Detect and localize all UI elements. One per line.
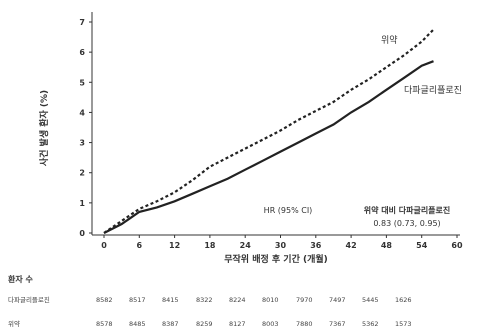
x-tick-label: 0 [101, 241, 107, 250]
risk-table-cell: 1626 [395, 296, 412, 304]
x-tick-label: 54 [416, 241, 428, 250]
series-line-placebo [103, 28, 435, 234]
risk-table-cell: 8127 [229, 320, 246, 328]
series-lines [103, 28, 435, 234]
x-axis-label: 무작위 배정 후 기간 (개월) [224, 253, 328, 265]
risk-table-cell: 8322 [196, 296, 213, 304]
x-tick-label: 12 [169, 241, 180, 250]
series-label-dapagliflozin: 다파글리플로진 [404, 85, 462, 96]
risk-table-cell: 7970 [296, 296, 313, 304]
x-tick-label: 60 [451, 241, 463, 250]
x-tick-label: 42 [346, 241, 357, 250]
risk-table-cell: 8415 [162, 296, 179, 304]
comparison-label: 위약 대비 다파글리플로진 [364, 205, 451, 215]
risk-table-cell: 8259 [196, 320, 213, 328]
series-line-dapagliflozin [103, 60, 434, 234]
y-tick-label: 6 [79, 48, 85, 57]
risk-row-name-placebo: 위약 [8, 319, 20, 328]
x-tick-label: 48 [381, 241, 393, 250]
risk-table-cell: 8010 [262, 296, 279, 304]
risk-table-cell: 8578 [96, 320, 113, 328]
risk-table-cell: 8517 [129, 296, 146, 304]
y-tick-label: 2 [79, 169, 85, 178]
x-tick-label: 30 [275, 241, 287, 250]
x-tick-label: 18 [204, 241, 216, 250]
risk-row-name-dapagliflozin: 다파글리플로진 [8, 295, 50, 304]
risk-table-cell: 8224 [229, 296, 246, 304]
x-tick-label: 36 [310, 241, 322, 250]
hr-label: HR (95% CI) [264, 206, 313, 215]
risk-table-cell: 5362 [362, 320, 379, 328]
y-axis-label: 사건 발생 환자 (%) [38, 90, 50, 166]
y-tick-label: 4 [79, 108, 85, 117]
y-tick-label: 1 [79, 199, 85, 208]
risk-table-cell: 7497 [329, 296, 346, 304]
y-tick-label: 3 [79, 139, 85, 148]
y-tick-label: 5 [79, 78, 85, 87]
risk-table-cell: 8003 [262, 320, 279, 328]
y-ticks: 0 1 2 3 4 5 6 7 [79, 18, 92, 238]
x-tick-label: 6 [137, 241, 143, 250]
risk-table-cell: 5445 [362, 296, 379, 304]
x-ticks: 0 6 12 18 24 30 36 42 48 54 60 [101, 235, 463, 250]
risk-table-cell: 8582 [96, 296, 113, 304]
y-tick-label: 0 [79, 229, 85, 238]
hr-value: 0.83 (0.73, 0.95) [373, 219, 440, 228]
risk-table-cell: 7880 [296, 320, 313, 328]
x-tick-label: 24 [240, 241, 252, 250]
risk-table-cell: 1573 [395, 320, 412, 328]
axes [91, 12, 460, 236]
y-tick-label: 7 [79, 18, 85, 27]
risk-table-cell: 8485 [129, 320, 146, 328]
series-label-placebo: 위약 [381, 34, 398, 46]
risk-table-cell: 7367 [329, 320, 346, 328]
risk-table-cell: 8387 [162, 320, 179, 328]
risk-table-cells: 8582 8517 8415 8322 8224 8010 7970 7497 5445 1626… [96, 296, 412, 328]
risk-table-title: 환자 수 [8, 274, 34, 284]
